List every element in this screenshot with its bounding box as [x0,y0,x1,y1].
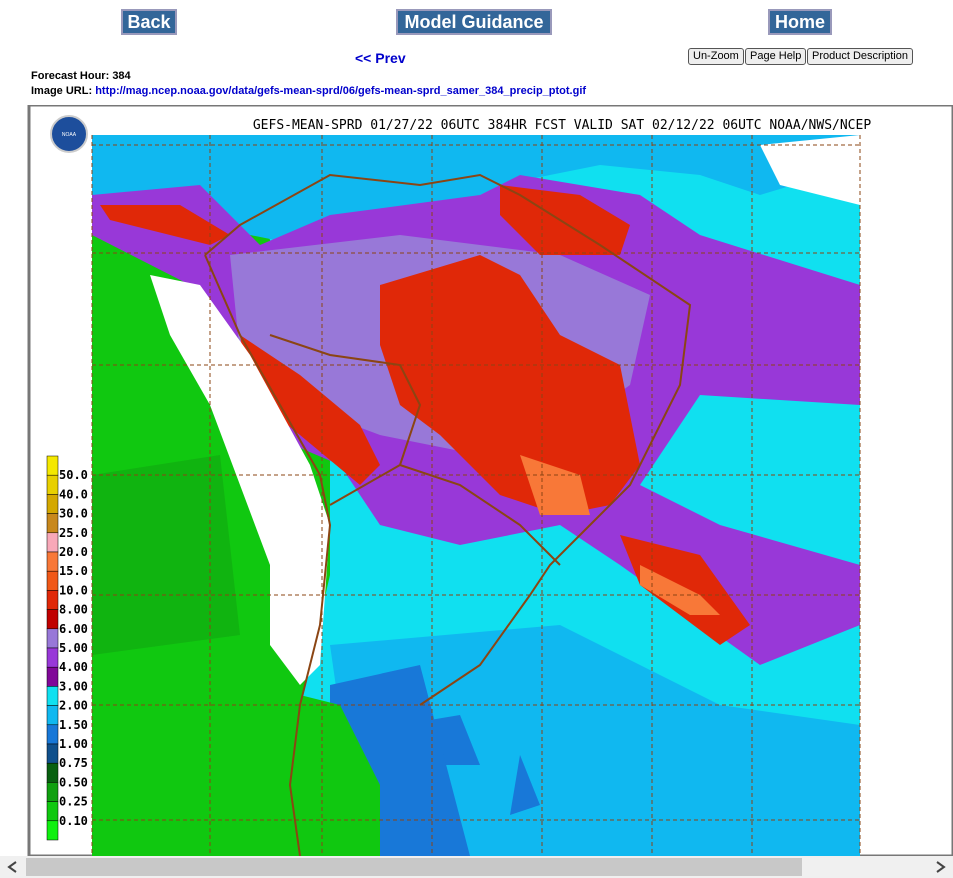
map-image: NOAA GEFS-MEAN-SPRD 01/27/22 06UTC 384HR… [0,105,953,878]
legend-label: 50.0 [59,468,88,482]
url-link[interactable]: http://mag.ncep.noaa.gov/data/gefs-mean-… [95,85,587,97]
legend-swatch [46,570,59,591]
legend-swatch [46,628,59,649]
legend-swatch [46,820,59,841]
legend-swatch [46,686,59,706]
scroll-thumb[interactable] [26,858,802,876]
legend-swatch [46,647,59,668]
map-field [91,135,861,857]
legend-swatch [46,590,59,610]
legend-swatch [46,724,59,745]
legend-label: 30.0 [59,507,88,521]
legend-swatch [46,513,59,534]
legend-swatch [46,455,59,476]
legend: 50.0 40.0 30.0 25.0 20.0 15.0 10.0 8.00 6.00 5.00… [46,455,88,841]
legend-swatch [46,801,59,822]
unzoom-button[interactable]: Un-Zoom [688,48,744,65]
help-button[interactable]: Page Help [745,48,807,65]
legend-label: 0.25 [59,795,88,809]
hour-label: Forecast Hour: [31,70,110,82]
guidance-button[interactable]: Model Guidance [396,9,552,35]
legend-label: 6.00 [59,622,88,636]
legend-swatch [46,551,59,572]
legend-label: 8.00 [59,603,88,617]
url-label: Image URL: [31,85,93,97]
legend-label: 1.50 [59,718,88,732]
scrollbar [0,856,953,878]
legend-label: 40.0 [59,487,88,501]
back-button[interactable]: Back [121,9,177,35]
legend-swatch [46,743,59,764]
hour-line: Forecast Hour: 384 [31,70,131,82]
description-button[interactable]: Product Description [807,48,913,65]
map-title: GEFS-MEAN-SPRD 01/27/22 06UTC 384HR FCST… [253,118,871,133]
legend-label: 1.00 [59,737,88,751]
legend-label: 20.0 [59,545,88,559]
legend-swatch [46,666,59,687]
legend-label: 4.00 [59,660,88,674]
home-button[interactable]: Home [768,9,832,35]
legend-swatch [46,474,59,495]
legend-swatch [46,532,59,553]
legend-swatch [46,705,59,726]
legend-swatch [46,609,59,630]
legend-label: 0.10 [59,814,88,828]
legend-swatch [46,762,59,783]
legend-label: 2.00 [59,699,88,713]
legend-swatch [46,782,59,802]
noaa-logo [50,115,88,153]
url-line: Image URL: http://mag.ncep.noaa.gov/data… [31,85,586,97]
legend-label: 25.0 [59,526,88,540]
logo-text: NOAA [62,132,77,138]
legend-swatch [46,494,59,514]
legend-label: 0.50 [59,775,88,789]
legend-label: 10.0 [59,583,88,597]
legend-label: 15.0 [59,564,88,578]
hour: 384 [112,70,131,82]
legend-label: 3.00 [59,679,88,693]
prev-link[interactable]: << Prev [355,50,406,66]
legend-label: 5.00 [59,641,88,655]
legend-label: 0.75 [59,756,88,770]
